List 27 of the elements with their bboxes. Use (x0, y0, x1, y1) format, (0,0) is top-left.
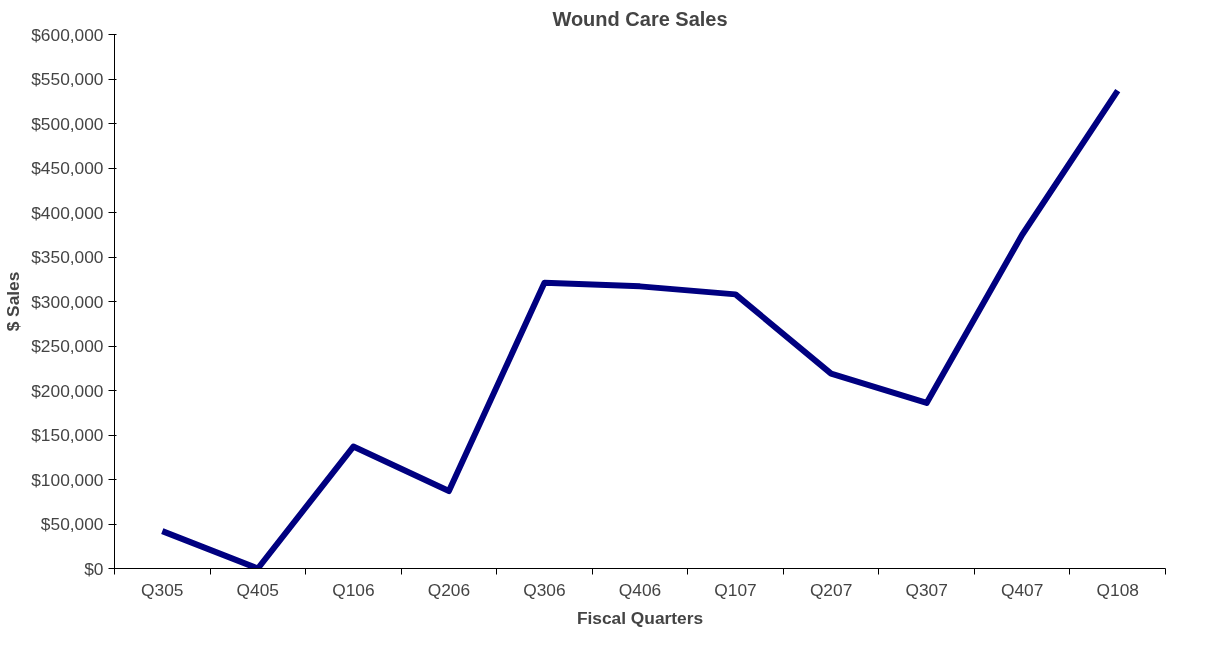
x-tick-label: Q207 (809, 579, 853, 600)
x-tick-label: Q106 (332, 579, 375, 600)
x-axis-title: Fiscal Quarters (576, 607, 704, 628)
y-tick-label: $550,000 (31, 69, 104, 89)
x-tick-label: Q405 (236, 579, 280, 600)
x-tick-label: Q108 (1096, 579, 1139, 600)
x-tick-label: Q206 (427, 579, 471, 600)
x-tick-label: Q107 (714, 579, 757, 600)
x-tick-label: Q406 (618, 579, 662, 600)
y-axis-title: $ Sales (3, 271, 24, 332)
y-tick-label: $400,000 (31, 202, 104, 223)
x-tick-label: Q407 (1000, 579, 1044, 600)
y-tick-label: $450,000 (31, 158, 104, 178)
x-tick-label: Q307 (905, 579, 948, 600)
x-tick-label: Q305 (141, 579, 184, 600)
y-tick-label: $50,000 (40, 514, 104, 534)
y-tick-label: $100,000 (31, 469, 104, 490)
y-tick-label: $500,000 (31, 113, 104, 134)
x-tick-label: Q306 (523, 579, 566, 600)
y-tick-label: $200,000 (31, 380, 104, 401)
y-tick-label: $600,000 (31, 24, 104, 45)
y-tick-label: $150,000 (31, 425, 104, 445)
y-tick-label: $300,000 (31, 291, 104, 312)
y-tick-label: $250,000 (31, 336, 104, 356)
chart-title: Wound Care Sales (552, 7, 728, 30)
y-tick-label: $0 (84, 558, 104, 579)
y-tick-label: $350,000 (31, 247, 104, 267)
